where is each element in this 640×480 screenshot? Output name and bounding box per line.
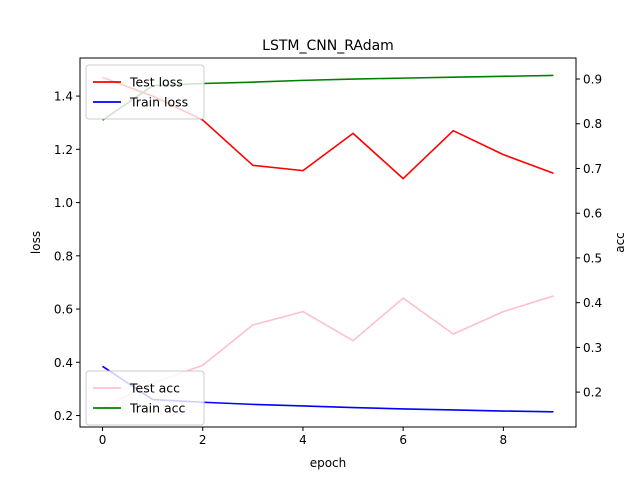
x-tick-label: 4 [299, 433, 307, 447]
y-right-tick-label: 0.4 [583, 296, 602, 310]
x-axis-label: epoch [310, 456, 347, 470]
y-left-tick-label: 1.4 [54, 90, 73, 104]
chart-title: LSTM_CNN_RAdam [262, 38, 394, 54]
legend-label-train-acc: Train acc [129, 401, 185, 416]
axes-layer: 0 2 4 6 8 0.2 0.4 0.6 0.8 1.0 1.2 1.4 0.2 0.3 0.4 0.5 0.… [54, 73, 602, 447]
y-left-axis-label: loss [29, 231, 43, 254]
y-right-axis-label: acc [613, 232, 627, 253]
y-left-tick-label: 0.6 [54, 303, 73, 317]
y-right-tick-label: 0.3 [583, 341, 602, 355]
legend-box [85, 370, 205, 426]
legend-label-test-loss: Test loss [129, 75, 183, 90]
legend-label-train-loss: Train loss [129, 95, 188, 110]
x-tick-label: 6 [399, 433, 407, 447]
y-left-tick-label: 1.2 [54, 143, 73, 157]
y-left-tick-label: 0.8 [54, 249, 73, 263]
legend-box [85, 64, 205, 120]
y-left-tick-label: 1.0 [54, 196, 73, 210]
y-right-tick-label: 0.8 [583, 117, 602, 131]
legend-label-test-acc: Test acc [129, 381, 180, 396]
y-right-tick-label: 0.7 [583, 162, 602, 176]
y-right-tick-label: 0.6 [583, 207, 602, 221]
y-left-tick-label: 0.4 [54, 356, 73, 370]
x-tick-label: 2 [199, 433, 207, 447]
y-right-tick-label: 0.9 [583, 73, 602, 87]
x-tick-label: 8 [500, 433, 508, 447]
y-right-tick-label: 0.5 [583, 251, 602, 265]
legend-acc: Test acc Train acc [85, 370, 205, 426]
plot-frame [79, 57, 577, 428]
x-tick-label: 0 [99, 433, 107, 447]
y-right-tick-label: 0.2 [583, 386, 602, 400]
legend-loss: Test loss Train loss [85, 64, 205, 120]
y-left-tick-label: 0.2 [54, 409, 73, 423]
